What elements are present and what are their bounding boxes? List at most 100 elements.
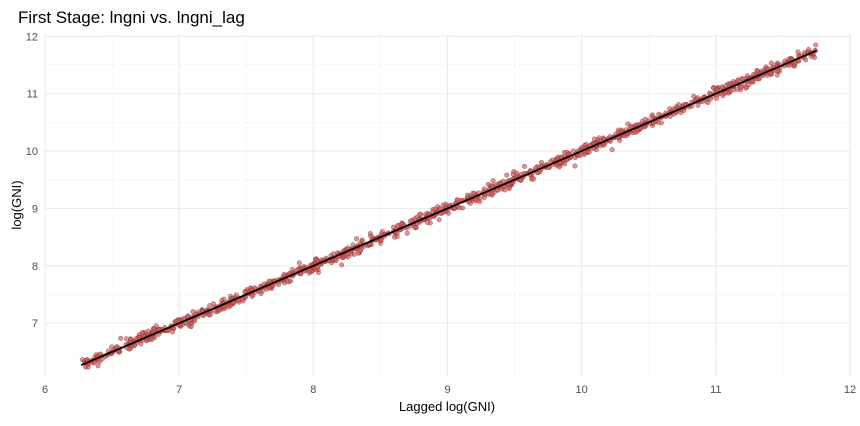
scatter-point — [490, 183, 496, 189]
scatter-point — [145, 328, 151, 334]
scatter-point — [83, 364, 89, 370]
scatter-point — [763, 64, 769, 70]
scatter-point — [750, 78, 756, 84]
scatter-point — [695, 102, 701, 108]
y-axis-label: log(GNI) — [9, 180, 24, 229]
scatter-point — [149, 336, 155, 342]
scatter-point — [378, 237, 384, 243]
scatter-point — [399, 221, 405, 227]
scatter-point — [207, 312, 213, 318]
y-tick-label: 7 — [32, 318, 38, 330]
scatter-point — [489, 191, 495, 197]
scatter-point — [539, 159, 544, 165]
scatter-point — [123, 336, 129, 342]
x-axis-label: Lagged log(GNI) — [399, 399, 495, 414]
scatter-point — [656, 111, 662, 117]
scatter-point — [642, 116, 648, 122]
scatter-point — [288, 278, 294, 284]
scatter-point — [343, 253, 349, 259]
y-tick-label: 8 — [32, 261, 38, 273]
scatter-point — [118, 335, 124, 341]
axes: 6 7 8 9 10 11 12 7 8 9 10 11 12 — [26, 31, 856, 396]
scatter-point — [571, 148, 576, 154]
scatter-point — [368, 233, 374, 239]
scatter-point — [811, 55, 817, 61]
scatter-point — [705, 100, 711, 106]
scatter-point — [210, 301, 216, 307]
scatter-point — [138, 341, 144, 347]
fit-line-group — [80, 49, 817, 366]
scatter-point — [521, 163, 527, 169]
scatter-point — [460, 205, 466, 211]
scatter-point — [192, 317, 198, 323]
scatter-point — [418, 211, 424, 217]
scatter-point — [481, 194, 487, 200]
x-axis-ticks: 6 7 8 9 10 11 12 — [42, 384, 856, 396]
scatter-point — [735, 77, 741, 83]
scatter-point — [314, 257, 320, 263]
scatter-point — [713, 95, 719, 101]
scatter-point — [634, 128, 640, 134]
scatter-point — [556, 164, 562, 170]
scatter-point — [289, 266, 295, 272]
scatter-point — [188, 324, 194, 330]
scatter-point — [79, 357, 85, 363]
scatter-point — [432, 206, 438, 212]
scatter-point — [424, 219, 430, 225]
scatter-point — [95, 363, 101, 369]
scatter-point — [506, 186, 512, 192]
x-tick-label: 8 — [310, 384, 316, 396]
x-tick-label: 10 — [576, 384, 588, 396]
y-tick-label: 10 — [26, 146, 38, 158]
x-tick-label: 11 — [710, 384, 721, 396]
scatter-point — [813, 42, 819, 48]
scatter-point — [282, 280, 287, 286]
x-tick-label: 12 — [844, 384, 856, 396]
scatter-point — [233, 292, 239, 298]
scatter-point — [746, 82, 752, 88]
scatter-point — [394, 234, 400, 240]
scatter-point — [572, 163, 578, 169]
scatter-point — [153, 323, 159, 329]
scatter-point — [296, 260, 302, 266]
scatter-point — [339, 262, 345, 268]
y-tick-label: 9 — [32, 203, 38, 215]
x-tick-label: 9 — [444, 384, 450, 396]
scatter-point — [412, 216, 418, 222]
scatter-point — [357, 247, 363, 253]
scatter-point — [562, 161, 568, 167]
scatter-point — [774, 72, 780, 78]
scatter-point — [351, 251, 357, 257]
scatter-point — [150, 326, 156, 332]
y-axis-ticks: 7 8 9 10 11 12 — [26, 31, 38, 330]
scatter-point — [649, 112, 655, 118]
scatter-point — [379, 228, 385, 234]
scatter-point — [109, 344, 115, 350]
scatter-point — [658, 120, 664, 126]
scatter-point — [281, 272, 287, 278]
scatter-point — [514, 170, 520, 176]
scatter-point — [354, 236, 360, 242]
fit-line — [80, 49, 817, 366]
chart-title: First Stage: lngni vs. lngni_lag — [18, 8, 245, 27]
scatter-point — [754, 68, 760, 73]
scatter-point — [436, 217, 442, 223]
x-tick-label: 7 — [176, 384, 182, 396]
scatter-point — [445, 210, 451, 216]
scatter-point — [470, 190, 476, 196]
scatter-point — [504, 172, 510, 178]
scatter-point — [490, 178, 496, 184]
scatter-point — [404, 230, 410, 236]
scatter-point — [531, 176, 537, 182]
scatter-point — [730, 79, 736, 85]
x-tick-label: 6 — [42, 384, 48, 396]
scatter-point — [390, 224, 396, 230]
scatter-point — [586, 149, 592, 155]
y-tick-label: 12 — [26, 31, 38, 43]
scatter-point — [315, 264, 321, 270]
scatter-points — [79, 42, 819, 370]
scatter-point — [734, 86, 740, 92]
scatter-point — [609, 147, 615, 153]
